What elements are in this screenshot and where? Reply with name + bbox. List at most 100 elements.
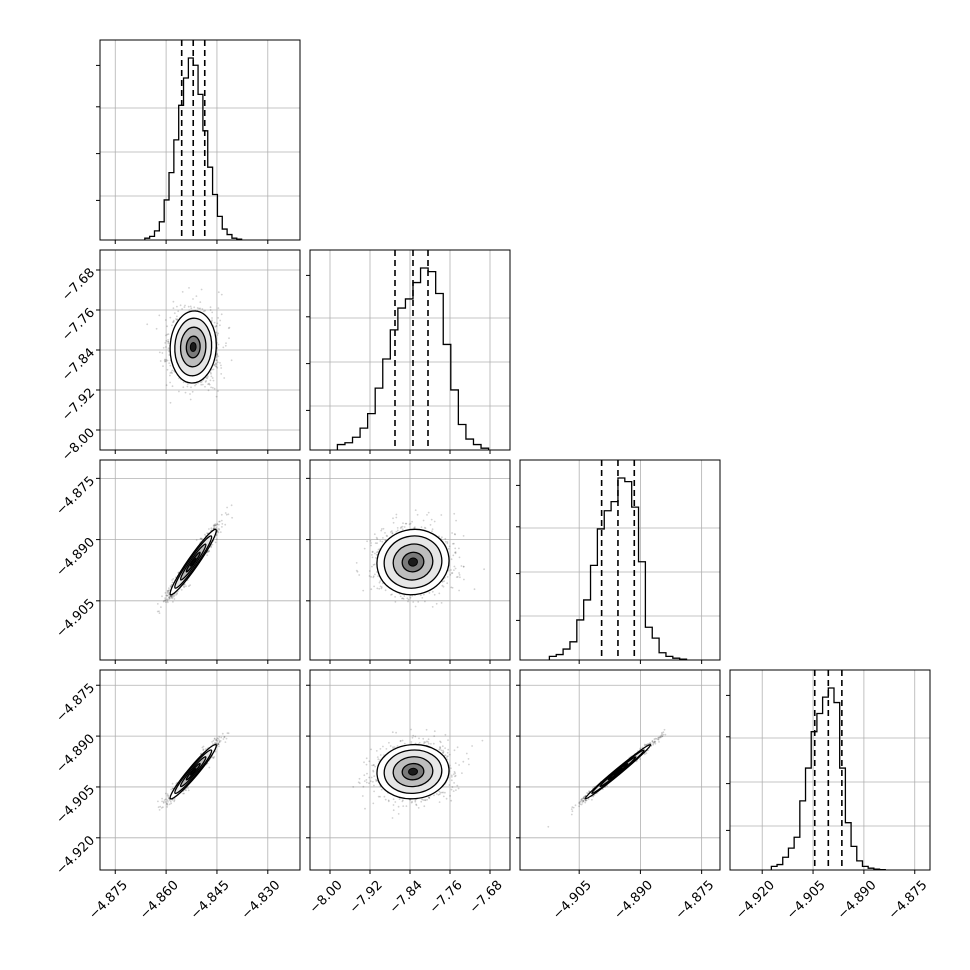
- scatter-point: [446, 576, 449, 578]
- scatter-point: [403, 526, 406, 528]
- scatter-point: [585, 799, 587, 802]
- scatter-point: [659, 735, 662, 738]
- scatter-point: [175, 591, 178, 594]
- scatter-point: [195, 383, 198, 386]
- scatter-point: [653, 741, 656, 744]
- scatter-point: [213, 526, 216, 529]
- panel-3-0: [96, 669, 301, 874]
- scatter-point: [219, 520, 221, 523]
- scatter-point: [371, 764, 374, 767]
- scatter-point: [582, 800, 585, 802]
- scatter-point: [426, 740, 428, 743]
- scatter-point: [373, 790, 375, 793]
- scatter-point: [228, 337, 230, 340]
- scatter-point: [582, 800, 584, 802]
- scatter-point: [216, 523, 219, 525]
- scatter-point: [435, 793, 438, 795]
- scatter-point: [379, 754, 382, 756]
- scatter-point: [211, 543, 214, 546]
- scatter-point: [422, 799, 425, 801]
- scatter-point: [396, 527, 399, 529]
- scatter-point: [456, 576, 459, 578]
- scatter-point: [167, 598, 169, 601]
- scatter-point: [208, 549, 210, 552]
- scatter-point: [204, 748, 207, 750]
- scatter-point: [211, 319, 213, 322]
- x-tick-label: −4.920: [733, 878, 778, 923]
- scatter-point: [167, 340, 170, 343]
- scatter-point: [195, 539, 198, 541]
- scatter-point: [182, 792, 185, 795]
- scatter-point: [651, 740, 654, 743]
- scatter-point: [161, 800, 164, 803]
- scatter-point: [647, 743, 649, 745]
- scatter-point: [454, 551, 456, 554]
- scatter-point: [214, 750, 217, 753]
- scatter-point: [383, 795, 386, 798]
- scatter-point: [661, 735, 664, 738]
- scatter-point: [205, 376, 208, 379]
- scatter-point: [391, 530, 393, 532]
- scatter-point: [449, 573, 452, 576]
- scatter-point: [169, 800, 172, 803]
- scatter-point: [170, 595, 173, 597]
- scatter-point: [213, 737, 216, 740]
- scatter-point: [195, 295, 198, 297]
- scatter-point: [445, 797, 448, 800]
- scatter-point: [368, 776, 371, 779]
- scatter-point: [458, 556, 461, 559]
- scatter-point: [199, 381, 202, 384]
- panel-3-1: [306, 669, 511, 874]
- scatter-point: [448, 764, 451, 767]
- scatter-point: [156, 610, 159, 613]
- scatter-point: [167, 342, 170, 345]
- scatter-point: [219, 324, 221, 327]
- scatter-point: [209, 379, 212, 382]
- scatter-point: [375, 553, 378, 556]
- scatter-point: [652, 743, 655, 746]
- panel-3-2: [516, 669, 721, 874]
- scatter-point: [164, 358, 166, 361]
- scatter-point: [211, 311, 214, 314]
- scatter-point: [380, 529, 383, 532]
- scatter-point: [168, 589, 171, 591]
- x-tick-label: −4.875: [886, 878, 931, 923]
- scatter-point: [207, 551, 210, 553]
- scatter-point: [401, 597, 403, 600]
- scatter-point: [382, 745, 384, 748]
- scatter-point: [547, 825, 550, 828]
- scatter-point: [441, 745, 444, 748]
- scatter-point: [356, 570, 359, 573]
- scatter-point: [458, 574, 461, 576]
- scatter-point: [171, 372, 173, 374]
- scatter-point: [662, 731, 665, 734]
- scatter-point: [422, 519, 425, 522]
- scatter-point: [215, 527, 218, 530]
- scatter-point: [451, 786, 454, 788]
- scatter-point: [418, 737, 420, 740]
- scatter-point: [226, 732, 229, 734]
- scatter-point: [446, 756, 448, 758]
- scatter-point: [376, 537, 379, 540]
- scatter-point: [221, 526, 223, 528]
- y-tick-label: −4.905: [53, 596, 98, 641]
- scatter-point: [433, 735, 436, 737]
- scatter-point: [461, 772, 463, 774]
- scatter-point: [170, 583, 173, 586]
- scatter-point: [173, 598, 176, 600]
- scatter-point: [584, 799, 587, 802]
- scatter-point: [166, 333, 169, 336]
- scatter-point: [162, 806, 164, 809]
- scatter-point: [220, 373, 223, 375]
- scatter-point: [439, 746, 442, 749]
- scatter-point: [467, 758, 470, 760]
- scatter-point: [165, 801, 167, 803]
- scatter-point: [227, 327, 230, 330]
- scatter-point: [217, 307, 220, 309]
- scatter-point: [405, 805, 408, 807]
- scatter-point: [204, 533, 206, 536]
- y-tick-label: −4.875: [53, 474, 98, 519]
- scatter-point: [649, 742, 652, 745]
- scatter-point: [217, 743, 220, 746]
- scatter-point: [230, 359, 233, 362]
